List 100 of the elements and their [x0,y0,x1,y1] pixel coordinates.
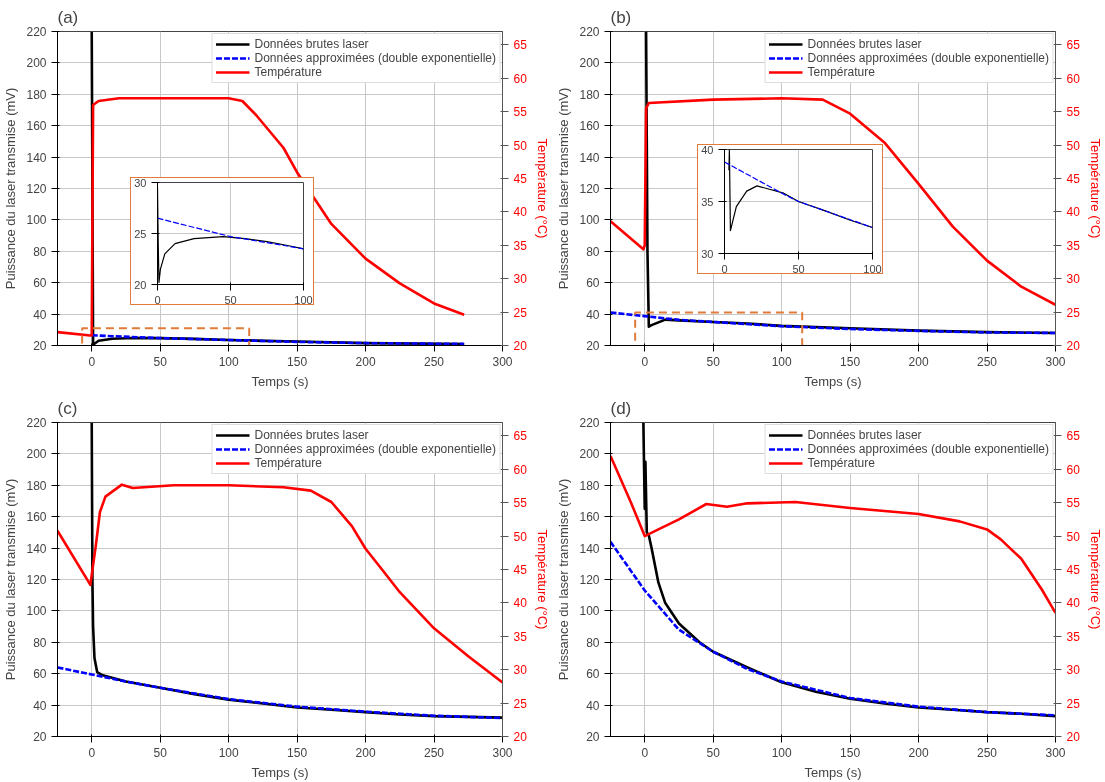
y2-tick-label: 55 [1066,496,1081,511]
y-tick-label: 20 [134,278,147,291]
x-tick-label: 100 [218,354,239,369]
y2-tick-label: 30 [1066,272,1081,287]
y-tick-label: 140 [579,150,600,165]
y-tick-label: 25 [134,227,147,240]
y2-axis-title: Température (°C) [534,138,550,239]
y-axis-title: Puissance du laser transmise (mV) [556,478,572,681]
legend-label: Données approximées (double exponentielle) [807,51,1049,65]
y-tick-label: 180 [26,87,47,102]
y2-tick-label: 40 [513,596,528,611]
y2-tick-label: 65 [1066,38,1081,53]
y-tick-label: 60 [586,276,600,291]
y-tick-label: 100 [579,213,600,228]
chart-title: (c) [57,398,78,418]
y2-tick-label: 65 [513,38,528,53]
y-tick-label: 160 [579,119,600,134]
y2-axis-title: Température (°C) [534,529,550,630]
x-tick-label: 100 [771,745,792,760]
y2-tick-label: 50 [513,138,528,153]
y-tick-label: 160 [26,119,47,134]
y-tick-label: 20 [33,339,47,353]
y-tick-label: 40 [33,698,47,713]
y-tick-label: 120 [579,182,600,196]
y2-tick-label: 55 [513,105,528,120]
y-tick-label: 160 [26,510,47,525]
y2-tick-label: 50 [1066,138,1081,153]
y-axis-title: Puissance du laser transmise (mV) [556,87,572,290]
y2-tick-label: 35 [1066,629,1081,644]
y-tick-label: 80 [33,244,47,259]
y2-tick-label: 20 [1066,730,1081,744]
y-tick-label: 200 [579,447,600,462]
y-tick-label: 100 [26,213,47,228]
y2-tick-label: 35 [513,629,528,644]
x-tick-label: 0 [154,293,161,306]
y-tick-label: 180 [579,478,600,493]
x-tick-label: 300 [1045,745,1066,760]
y2-tick-label: 65 [513,429,528,444]
y-tick-label: 20 [33,730,47,744]
x-tick-label: 100 [863,262,882,275]
y-tick-label: 120 [26,573,47,587]
legend-label: Température [807,456,875,470]
y-tick-label: 200 [579,56,600,71]
y-tick-label: 20 [586,730,600,744]
x-tick-label: 300 [492,745,513,760]
x-tick-label: 150 [840,745,861,760]
y2-tick-label: 40 [513,205,528,220]
y-tick-label: 60 [586,667,600,682]
x-tick-label: 200 [908,745,929,760]
y2-tick-label: 25 [1066,305,1081,320]
y2-tick-label: 20 [513,339,528,353]
x-tick-label: 0 [88,354,96,369]
x-tick-label: 50 [792,262,805,275]
x-tick-label: 300 [492,354,513,369]
legend-label: Données brutes laser [254,428,369,442]
x-tick-label: 150 [840,354,861,369]
y-tick-label: 120 [26,182,47,196]
y2-tick-label: 35 [513,238,528,253]
x-tick-label: 0 [88,745,96,760]
y2-tick-label: 35 [1066,238,1081,253]
y2-tick-label: 20 [1066,339,1081,353]
y-tick-label: 20 [586,339,600,353]
x-tick-label: 0 [641,354,649,369]
y-tick-label: 180 [579,87,600,102]
y-tick-label: 60 [33,667,47,682]
y-tick-label: 140 [26,541,47,556]
y-tick-label: 180 [26,478,47,493]
x-tick-label: 150 [287,354,308,369]
y-tick-label: 140 [26,150,47,165]
x-tick-label: 50 [153,745,168,760]
legend-label: Température [254,456,322,470]
x-tick-label: 150 [287,745,308,760]
y-tick-label: 30 [134,176,147,189]
x-tick-label: 0 [641,745,649,760]
y-tick-label: 220 [579,25,600,39]
y2-tick-label: 20 [513,730,528,744]
y2-tick-label: 30 [1066,663,1081,678]
y2-tick-label: 25 [513,696,528,711]
x-tick-label: 50 [224,293,237,306]
y-tick-label: 220 [579,416,600,430]
legend-label: Données brutes laser [807,37,922,51]
x-tick-label: 50 [706,745,721,760]
x-tick-label: 250 [424,354,445,369]
y2-tick-label: 55 [1066,105,1081,120]
x-tick-label: 250 [977,354,998,369]
y2-tick-label: 45 [513,562,528,577]
x-axis-title: Temps (s) [251,373,309,389]
y2-tick-label: 50 [1066,529,1081,544]
y-tick-label: 200 [26,56,47,71]
y2-tick-label: 30 [513,663,528,678]
x-axis-title: Temps (s) [251,764,309,780]
y-axis-title: Puissance du laser transmise (mV) [3,478,19,681]
legend-label: Données brutes laser [807,428,922,442]
y2-tick-label: 45 [513,171,528,186]
y-tick-label: 220 [26,25,47,39]
x-tick-label: 300 [1045,354,1066,369]
y-tick-label: 100 [579,604,600,619]
x-axis-title: Temps (s) [804,373,862,389]
x-tick-label: 200 [908,354,929,369]
chart-title: (d) [610,398,632,418]
